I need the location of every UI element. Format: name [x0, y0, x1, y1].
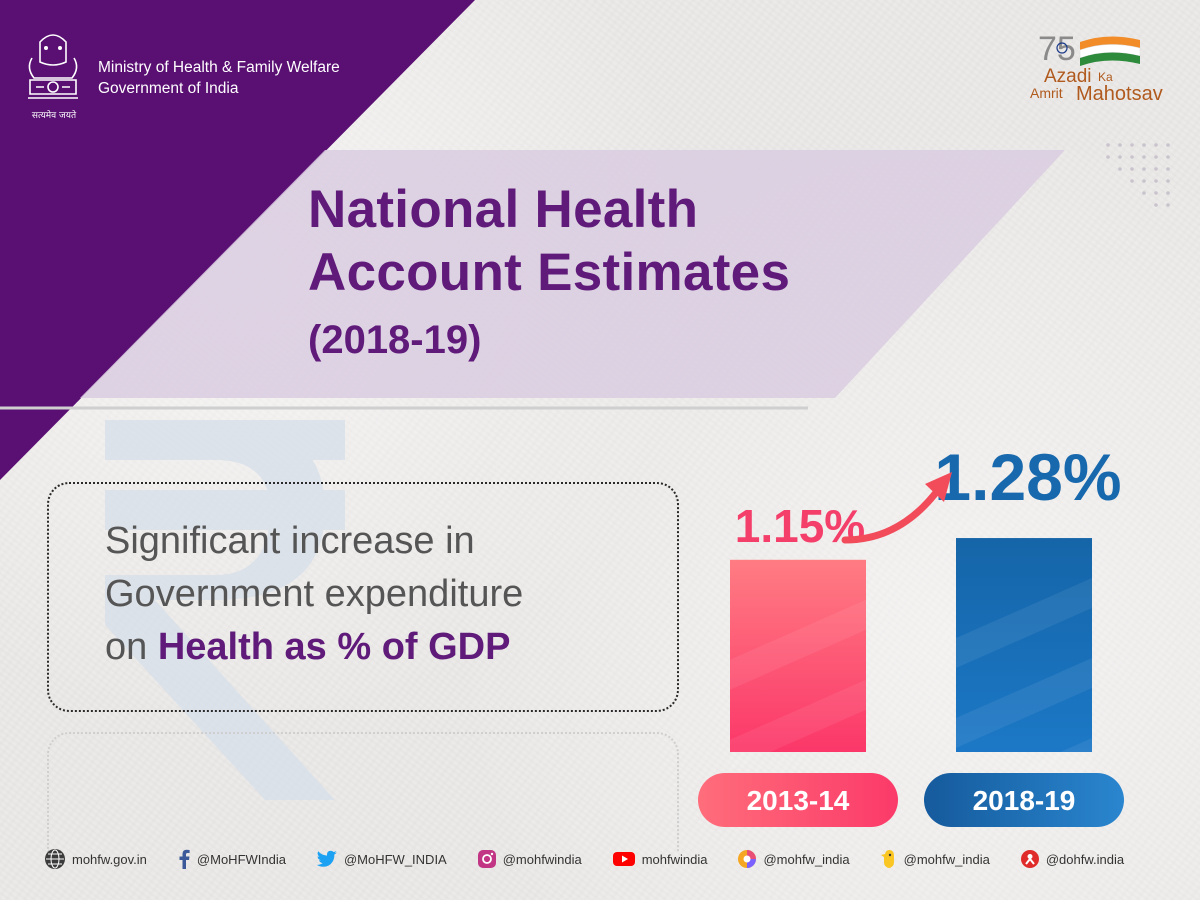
bar-sheen: [730, 599, 866, 690]
footer-link-twitter[interactable]: @MoHFW_INDIA: [316, 850, 447, 868]
bar-2013-14: [730, 559, 866, 752]
footer-link-instagram[interactable]: @mohfwindia: [477, 849, 582, 869]
bars-layer: 1.15% 2013-14 1.28% 2018-19: [698, 440, 1124, 830]
footer-link-signal[interactable]: @dohfw.india: [1020, 849, 1124, 869]
footer-link-text: @MoHFWIndia: [196, 851, 286, 867]
instagram-icon: [477, 850, 496, 868]
secondary-box-outline: [47, 732, 679, 852]
dot-pattern: [1106, 143, 1170, 207]
category-pill-2018-19: [924, 773, 1124, 827]
azadi-ka-amrit-mahotsav-logo: 75: [1038, 30, 1141, 68]
value-label-2013-14: 1.15%: [735, 500, 865, 552]
category-label-2018-19: 2018-19: [973, 785, 1076, 816]
facebook-icon: [179, 849, 190, 869]
description-box: [47, 482, 679, 712]
azadi-text: Azadi: [1044, 66, 1092, 87]
footer-social-bar: mohfw.gov.in @MoHFWIndia @MoHFW_INDIA @m…: [0, 842, 1200, 876]
footer-link-koo[interactable]: @mohfw_india: [880, 848, 990, 870]
description-line-2: Government expenditure: [105, 573, 524, 615]
page-subtitle: (2018-19): [308, 318, 482, 362]
emblem-motto: सत्यमेव जयते: [31, 111, 77, 121]
footer-link-facebook[interactable]: @MoHFWIndia: [177, 849, 286, 869]
bar-sheen: [956, 578, 1092, 669]
footer-link-sharechat[interactable]: @mohfw_india: [737, 849, 850, 869]
description-line-1: Significant increase in: [105, 520, 475, 562]
title-line-2: Account Estimates: [308, 243, 791, 302]
amrit-text: Amrit: [1030, 85, 1063, 101]
bar-sheen: [730, 679, 866, 770]
footer-link-text: mohfw.gov.in: [72, 851, 147, 867]
title-line-1: National Health: [308, 180, 699, 239]
ministry-name: Ministry of Health & Family Welfare Gove…: [98, 57, 340, 99]
bar-2018-19: [956, 538, 1092, 752]
category-label-2013-14: 2013-14: [747, 785, 850, 816]
gdp-bar-chart: 1.15% 2013-14 1.28% 2018-19: [698, 440, 1124, 830]
footer-link-text: @mohfw_india: [903, 851, 990, 867]
footer-link-text: @mohfwindia: [502, 851, 582, 867]
footer-link-youtube[interactable]: mohfwindia: [612, 850, 708, 868]
page-title: National Health Account Estimates: [308, 178, 948, 304]
koo-icon: [880, 850, 894, 868]
description-line-3-prefix: on: [105, 626, 158, 668]
rupee-watermark-icon: [105, 420, 345, 800]
increase-arrow: [841, 472, 952, 544]
footer-link-text: @dohfw.india: [1045, 851, 1125, 867]
description-text: Significant increase in Government expen…: [105, 515, 665, 674]
signal-icon: [1020, 850, 1039, 868]
ministry-line-1: Ministry of Health & Family Welfare: [98, 59, 340, 76]
twitter-icon: [316, 850, 337, 867]
ka-text: Ka: [1098, 70, 1113, 84]
youtube-icon: [612, 852, 635, 866]
bar-sheen: [956, 658, 1092, 749]
description-line-3: on Health as % of GDP: [105, 621, 665, 674]
ministry-line-2: Government of India: [98, 80, 239, 97]
category-pill-2013-14: [698, 773, 898, 827]
description-emphasis: Health as % of GDP: [157, 626, 511, 668]
footer-link-text: mohfwindia: [641, 851, 708, 867]
sharechat-icon: [738, 850, 757, 868]
value-label-2018-19: 1.28%: [934, 440, 1121, 514]
footer-link-text: @MoHFW_INDIA: [343, 851, 447, 867]
national-emblem-icon: [28, 34, 78, 99]
footer-link-text: @mohfw_india: [763, 851, 850, 867]
footer-link-website[interactable]: mohfw.gov.in: [44, 848, 147, 870]
globe-icon: [45, 849, 65, 869]
mahotsav-text: Mahotsav: [1076, 83, 1163, 105]
